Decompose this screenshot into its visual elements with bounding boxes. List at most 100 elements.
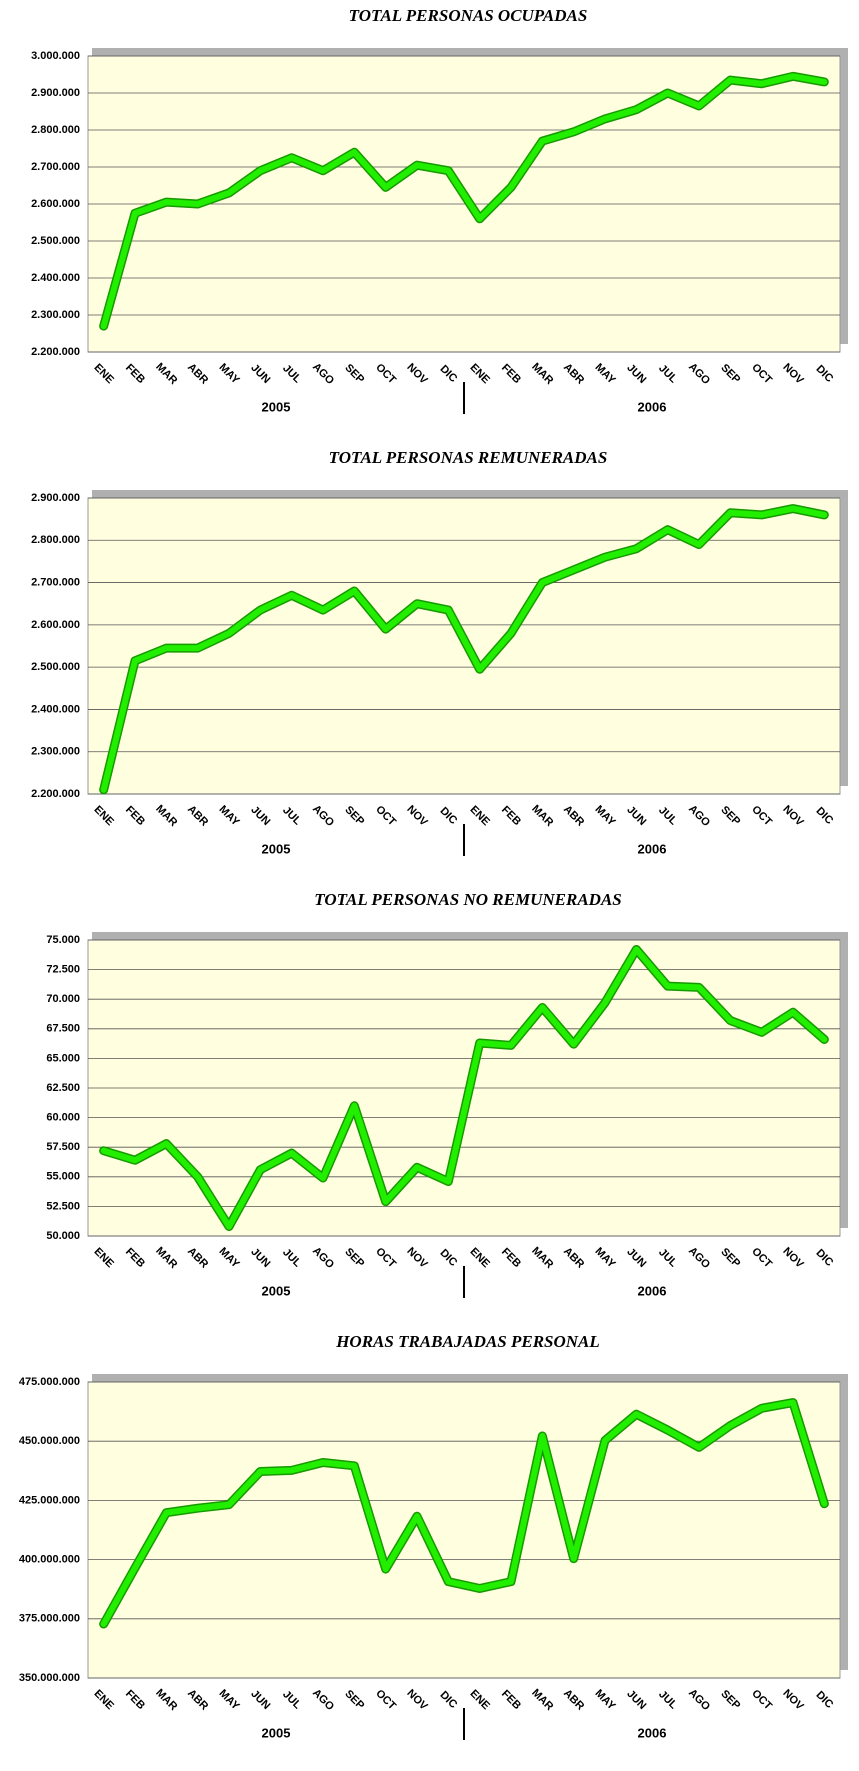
x-tick-label: NOV bbox=[404, 361, 430, 387]
x-tick-label: JUL bbox=[280, 1688, 303, 1711]
x-tick-label: DIC bbox=[437, 1689, 459, 1711]
x-tick-label: ABR bbox=[185, 1687, 210, 1712]
x-tick-label: OCT bbox=[749, 803, 774, 828]
x-tick-label: DIC bbox=[813, 363, 835, 385]
x-tick-label: ABR bbox=[185, 1245, 210, 1270]
chart: HORAS TRABAJADAS PERSONAL 350.000.000 375.… bbox=[19, 1332, 848, 1740]
x-tick-label: ABR bbox=[561, 803, 586, 828]
y-tick-label: 2.600.000 bbox=[31, 619, 80, 631]
x-tick-label: MAY bbox=[217, 361, 243, 387]
x-tick-label: JUN bbox=[624, 1246, 648, 1270]
x-tick-label: FEB bbox=[123, 1246, 147, 1270]
x-tick-label: JUN bbox=[248, 1246, 272, 1270]
x-tick-label: MAR bbox=[153, 1687, 179, 1713]
year-label: 2006 bbox=[638, 1725, 667, 1740]
y-tick-label: 450.000.000 bbox=[19, 1435, 80, 1447]
x-tick-label: JUL bbox=[656, 362, 679, 385]
x-tick-label: MAR bbox=[529, 1245, 555, 1271]
y-tick-label: 65.000 bbox=[46, 1052, 80, 1064]
y-tick-label: 2.500.000 bbox=[31, 661, 80, 673]
y-tick-label: 350.000.000 bbox=[19, 1672, 80, 1684]
x-tick-label: DIC bbox=[437, 363, 459, 385]
x-tick-label: OCT bbox=[749, 1245, 774, 1270]
y-tick-label: 2.400.000 bbox=[31, 272, 80, 284]
x-tick-label: AGO bbox=[310, 1687, 337, 1714]
year-label: 2006 bbox=[638, 399, 667, 414]
x-tick-label: AGO bbox=[686, 361, 713, 388]
x-tick-label: MAY bbox=[593, 1687, 619, 1713]
y-tick-label: 2.900.000 bbox=[31, 87, 80, 99]
y-tick-label: 2.300.000 bbox=[31, 309, 80, 321]
x-tick-label: OCT bbox=[373, 803, 398, 828]
year-label: 2005 bbox=[262, 1725, 291, 1740]
x-tick-label: FEB bbox=[123, 362, 147, 386]
x-tick-label: NOV bbox=[404, 1687, 430, 1713]
y-tick-label: 67.500 bbox=[46, 1023, 80, 1035]
series-line bbox=[100, 73, 828, 330]
y-tick-label: 70.000 bbox=[46, 993, 80, 1005]
x-tick-label: AGO bbox=[686, 1687, 713, 1714]
y-tick-label: 2.200.000 bbox=[31, 788, 80, 800]
chart-title: TOTAL PERSONAS OCUPADAS bbox=[349, 6, 588, 25]
x-tick-label: ABR bbox=[185, 803, 210, 828]
x-tick-label: JUN bbox=[624, 1688, 648, 1712]
x-tick-label: MAY bbox=[593, 1245, 619, 1271]
x-tick-label: MAR bbox=[529, 803, 555, 829]
x-tick-label: MAR bbox=[153, 361, 179, 387]
y-tick-label: 57.500 bbox=[46, 1141, 80, 1153]
x-tick-label: NOV bbox=[404, 803, 430, 829]
y-tick-label: 2.200.000 bbox=[31, 346, 80, 358]
x-tick-label: SEP bbox=[718, 804, 742, 828]
x-tick-label: SEP bbox=[342, 1246, 366, 1270]
x-tick-label: JUL bbox=[280, 804, 303, 827]
chart: TOTAL PERSONAS REMUNERADAS 2.200.000 2.300… bbox=[31, 448, 848, 856]
x-tick-label: JUL bbox=[280, 1246, 303, 1269]
y-tick-label: 2.700.000 bbox=[31, 161, 80, 173]
x-tick-label: AGO bbox=[310, 803, 337, 830]
x-tick-label: MAY bbox=[217, 1245, 243, 1271]
y-tick-label: 475.000.000 bbox=[19, 1376, 80, 1388]
x-tick-label: ABR bbox=[185, 361, 210, 386]
y-tick-label: 2.300.000 bbox=[31, 746, 80, 758]
x-tick-label: JUN bbox=[624, 362, 648, 386]
x-tick-label: ABR bbox=[561, 361, 586, 386]
x-tick-label: MAY bbox=[593, 361, 619, 387]
x-tick-label: OCT bbox=[749, 361, 774, 386]
y-tick-label: 2.600.000 bbox=[31, 198, 80, 210]
x-tick-label: ENE bbox=[467, 362, 491, 386]
year-label: 2005 bbox=[262, 841, 291, 856]
y-tick-label: 2.800.000 bbox=[31, 534, 80, 546]
y-tick-label: 400.000.000 bbox=[19, 1554, 80, 1566]
x-tick-label: ABR bbox=[561, 1245, 586, 1270]
x-tick-label: DIC bbox=[437, 805, 459, 827]
x-tick-label: DIC bbox=[813, 1247, 835, 1269]
x-tick-label: OCT bbox=[373, 1245, 398, 1270]
x-tick-label: SEP bbox=[342, 1688, 366, 1712]
x-tick-label: MAY bbox=[217, 1687, 243, 1713]
chart-title: TOTAL PERSONAS NO REMUNERADAS bbox=[314, 890, 622, 909]
x-tick-label: ENE bbox=[467, 1246, 491, 1270]
chart-title: TOTAL PERSONAS REMUNERADAS bbox=[329, 448, 608, 467]
x-tick-label: FEB bbox=[499, 804, 523, 828]
x-tick-label: JUN bbox=[248, 362, 272, 386]
x-tick-label: SEP bbox=[718, 1688, 742, 1712]
series-line bbox=[100, 1399, 828, 1628]
x-tick-label: SEP bbox=[342, 804, 366, 828]
x-tick-label: ENE bbox=[91, 804, 115, 828]
year-label: 2005 bbox=[262, 399, 291, 414]
chart: TOTAL PERSONAS NO REMUNERADAS 50.000 52.50… bbox=[46, 890, 848, 1298]
x-tick-label: OCT bbox=[749, 1687, 774, 1712]
x-tick-label: FEB bbox=[499, 1688, 523, 1712]
x-tick-label: NOV bbox=[780, 1245, 806, 1271]
x-tick-label: NOV bbox=[780, 361, 806, 387]
x-tick-label: ENE bbox=[91, 1246, 115, 1270]
x-tick-label: JUL bbox=[656, 1688, 679, 1711]
x-tick-label: SEP bbox=[718, 1246, 742, 1270]
y-tick-label: 2.900.000 bbox=[31, 492, 80, 504]
x-tick-label: ABR bbox=[561, 1687, 586, 1712]
x-tick-label: ENE bbox=[91, 362, 115, 386]
x-tick-label: AGO bbox=[310, 1245, 337, 1272]
y-tick-label: 62.500 bbox=[46, 1082, 80, 1094]
